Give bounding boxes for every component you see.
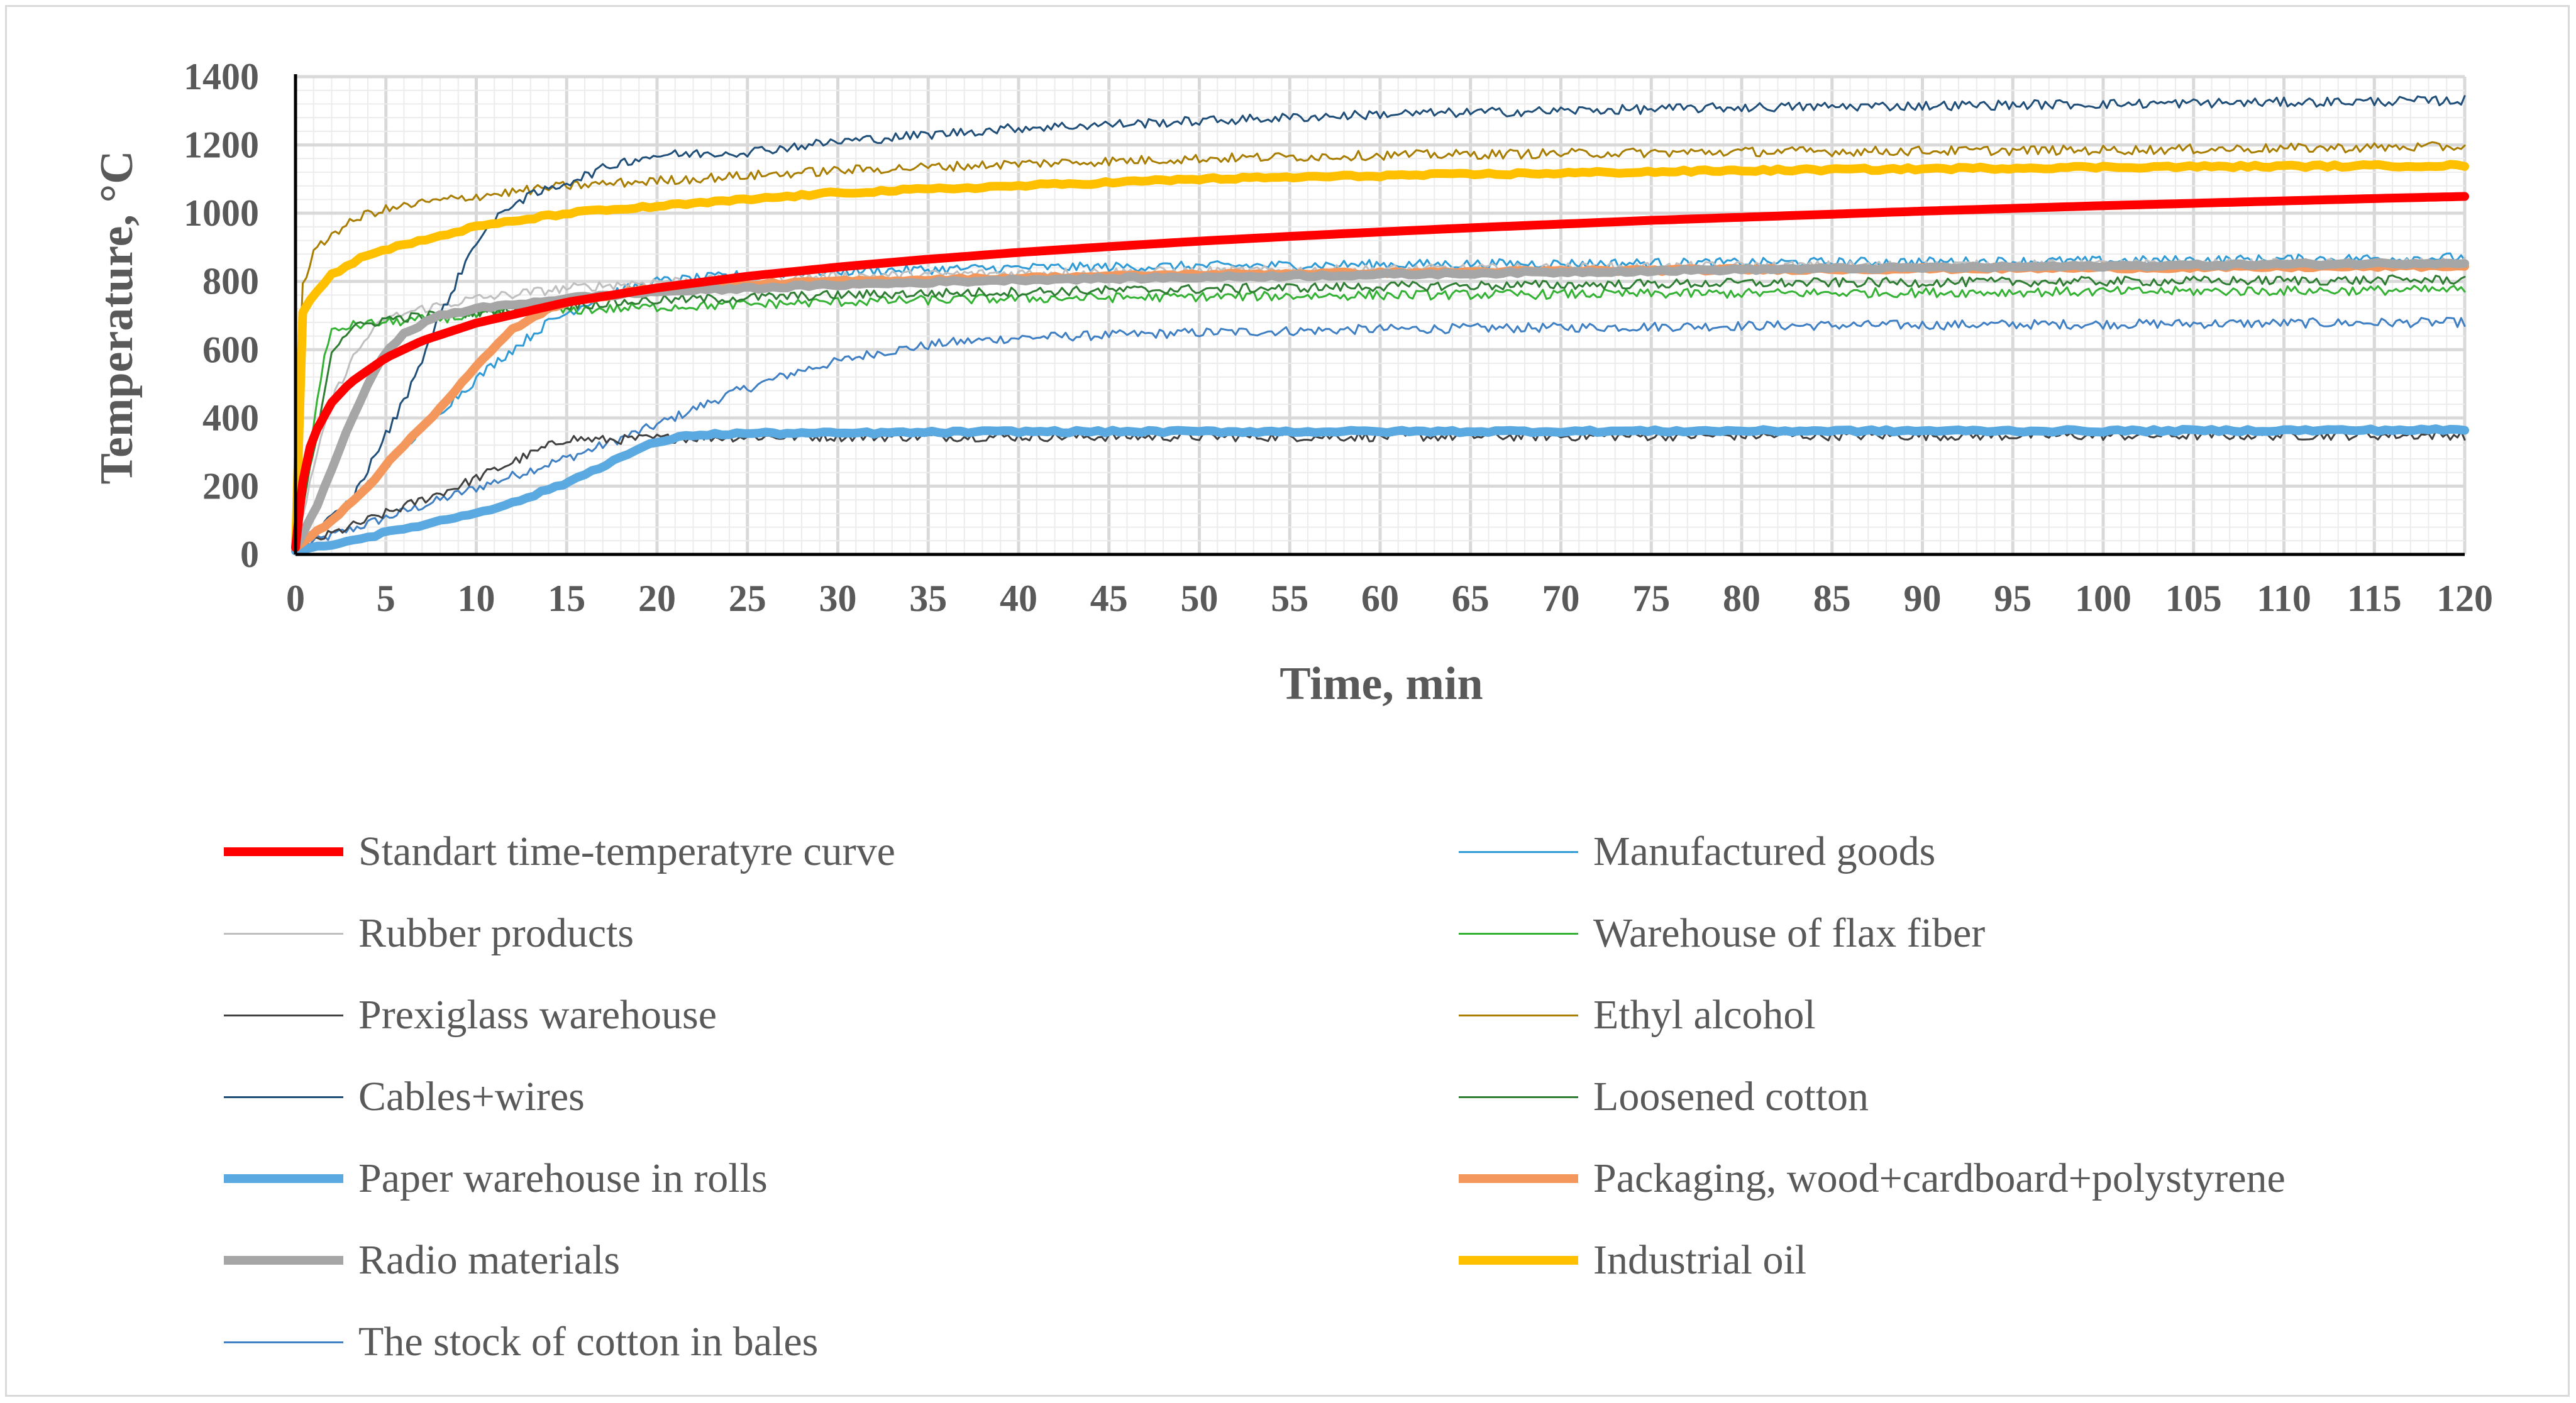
x-tick-label: 85: [1813, 578, 1851, 619]
legend-swatch: [224, 1096, 343, 1098]
series-line: [291, 192, 2469, 553]
legend-item: Manufactured goods: [1459, 811, 1935, 893]
legend-item: Loosened cotton: [1459, 1056, 1869, 1138]
legend-swatch: [1459, 1174, 1578, 1183]
series-lines: [291, 95, 2469, 556]
y-tick-label: 1400: [184, 56, 259, 97]
series-line: [294, 141, 2466, 549]
x-tick-label: 100: [2075, 578, 2131, 619]
legend-item: Radio materials: [224, 1219, 620, 1301]
legend-swatch: [1459, 1096, 1578, 1098]
legend-label: Industrial oil: [1593, 1237, 1807, 1283]
legend-swatch: [224, 1256, 343, 1265]
y-tick-label: 200: [202, 465, 259, 507]
x-tick-label: 65: [1452, 578, 1490, 619]
x-tick-label: 45: [1090, 578, 1128, 619]
x-tick-label: 105: [2165, 578, 2222, 619]
x-tick-label: 10: [458, 578, 495, 619]
x-tick-label: 35: [909, 578, 947, 619]
legend-item: The stock of cotton in bales: [224, 1301, 818, 1383]
axes: [294, 74, 2465, 556]
legend-item: Industrial oil: [1459, 1219, 1806, 1301]
line-chart: 0 200 400 600 800 1000 1200 1400 0 5 10 15 20 25 30 35…: [91, 56, 2493, 710]
legend-label: Warehouse of flax fiber: [1593, 910, 1986, 956]
y-tick-label: 1000: [184, 192, 259, 234]
legend-swatch: [224, 847, 343, 856]
legend-swatch: [224, 932, 343, 935]
y-tick-label: 0: [240, 534, 259, 575]
series-line: [291, 424, 2469, 556]
x-tick-label: 55: [1271, 578, 1308, 619]
legend-swatch: [1459, 1256, 1578, 1265]
x-tick-label: 40: [1000, 578, 1037, 619]
legend-item: Packaging, wood+cardboard+polystyrene: [1459, 1138, 2286, 1219]
y-tick-label: 600: [202, 329, 259, 370]
x-axis-title: Time, min: [1280, 658, 1483, 710]
x-tick-label: 5: [377, 578, 395, 619]
grid: [294, 75, 2467, 556]
legend-swatch: [1459, 1014, 1578, 1016]
series-line: [294, 317, 2466, 549]
x-tick-label: 70: [1542, 578, 1580, 619]
legend-swatch: [224, 1014, 343, 1016]
legend-label: Loosened cotton: [1593, 1074, 1869, 1120]
y-tick-labels: 0 200 400 600 800 1000 1200 1400: [184, 56, 259, 575]
chart-frame: [5, 5, 2570, 1397]
legend-label: Paper warehouse in rolls: [358, 1155, 768, 1201]
legend-item: Rubber products: [224, 893, 634, 974]
x-tick-label: 110: [2257, 578, 2311, 619]
legend-swatch: [224, 1341, 343, 1343]
legend-swatch: [1459, 850, 1578, 853]
legend-label: Cables+wires: [358, 1074, 585, 1120]
series-line: [294, 95, 2466, 549]
x-tick-label: 30: [819, 578, 857, 619]
x-tick-label: 60: [1361, 578, 1399, 619]
legend-label: Rubber products: [358, 910, 634, 956]
x-tick-label: 20: [638, 578, 676, 619]
series-line: [294, 274, 2466, 549]
legend-item: Warehouse of flax fiber: [1459, 893, 1985, 974]
x-tick-label: 90: [1904, 578, 1942, 619]
x-tick-label: 115: [2347, 578, 2402, 619]
legend-item: Ethyl alcohol: [1459, 974, 1816, 1056]
x-tick-label: 75: [1632, 578, 1670, 619]
legend-label: Standart time-temperatyre curve: [358, 828, 895, 874]
legend-label: The stock of cotton in bales: [358, 1319, 819, 1365]
x-tick-label: 25: [729, 578, 766, 619]
y-tick-label: 400: [202, 397, 259, 439]
y-tick-label: 1200: [184, 124, 259, 166]
legend-label: Manufactured goods: [1593, 828, 1936, 874]
x-tick-labels: 0 5 10 15 20 25 30 35 40 45 50 55 60 65 70 75 80 85 90 95 10…: [286, 578, 2493, 619]
legend-label: Packaging, wood+cardboard+polystyrene: [1593, 1155, 2286, 1201]
legend-label: Prexiglass warehouse: [358, 992, 717, 1038]
x-tick-label: 50: [1181, 578, 1219, 619]
series-line: [294, 284, 2466, 549]
legend-item: Cables+wires: [224, 1056, 585, 1138]
y-tick-label: 800: [202, 261, 259, 302]
x-tick-label: 15: [548, 578, 585, 619]
x-tick-label: 120: [2436, 578, 2493, 619]
x-tick-label: 80: [1723, 578, 1761, 619]
legend-label: Radio materials: [358, 1237, 621, 1283]
x-tick-label: 95: [1994, 578, 2032, 619]
legend-swatch: [1459, 932, 1578, 935]
y-axis-title: Temperature, °C: [91, 150, 143, 484]
series-line: [291, 160, 2469, 553]
legend-item: Paper warehouse in rolls: [224, 1138, 768, 1219]
x-tick-label: 0: [286, 578, 305, 619]
legend-label: Ethyl alcohol: [1593, 992, 1816, 1038]
legend: Standart time-temperatyre curve Rubber pr…: [0, 811, 2576, 1389]
legend-swatch: [224, 1174, 343, 1183]
legend-item: Standart time-temperatyre curve: [224, 811, 895, 893]
legend-item: Prexiglass warehouse: [224, 974, 717, 1056]
